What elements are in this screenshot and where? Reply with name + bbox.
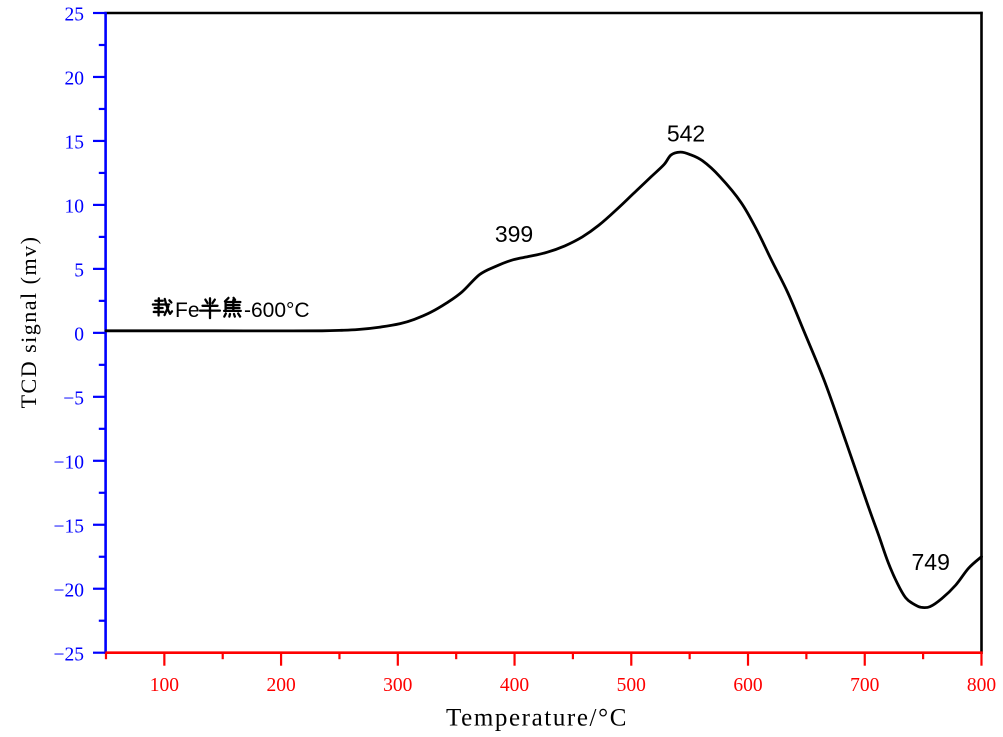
svg-text:−5: −5 [63, 389, 84, 410]
svg-text:−20: −20 [54, 580, 85, 601]
svg-text:100: 100 [150, 675, 179, 696]
svg-text:800: 800 [967, 675, 996, 696]
svg-text:10: 10 [65, 197, 85, 218]
svg-text:Fe: Fe [175, 299, 200, 322]
svg-text:700: 700 [850, 675, 879, 696]
svg-text:500: 500 [617, 675, 646, 696]
svg-text:25: 25 [65, 5, 85, 26]
svg-text:20: 20 [65, 69, 85, 90]
svg-text:399: 399 [495, 221, 533, 247]
svg-text:749: 749 [912, 549, 950, 575]
svg-text:0: 0 [74, 325, 84, 346]
svg-text:15: 15 [65, 133, 85, 154]
svg-text:Temperature/°C: Temperature/°C [446, 705, 628, 732]
svg-text:200: 200 [266, 675, 295, 696]
svg-text:300: 300 [383, 675, 412, 696]
svg-text:600: 600 [733, 675, 762, 696]
svg-text:542: 542 [667, 121, 705, 147]
svg-text:−10: −10 [54, 453, 85, 474]
svg-text:−25: −25 [54, 644, 85, 665]
svg-text:400: 400 [500, 675, 529, 696]
svg-text:TCD signal (mv): TCD signal (mv) [16, 236, 41, 409]
svg-text:−15: −15 [54, 517, 85, 538]
svg-text:-600°C: -600°C [244, 299, 310, 322]
svg-text:5: 5 [74, 261, 84, 282]
